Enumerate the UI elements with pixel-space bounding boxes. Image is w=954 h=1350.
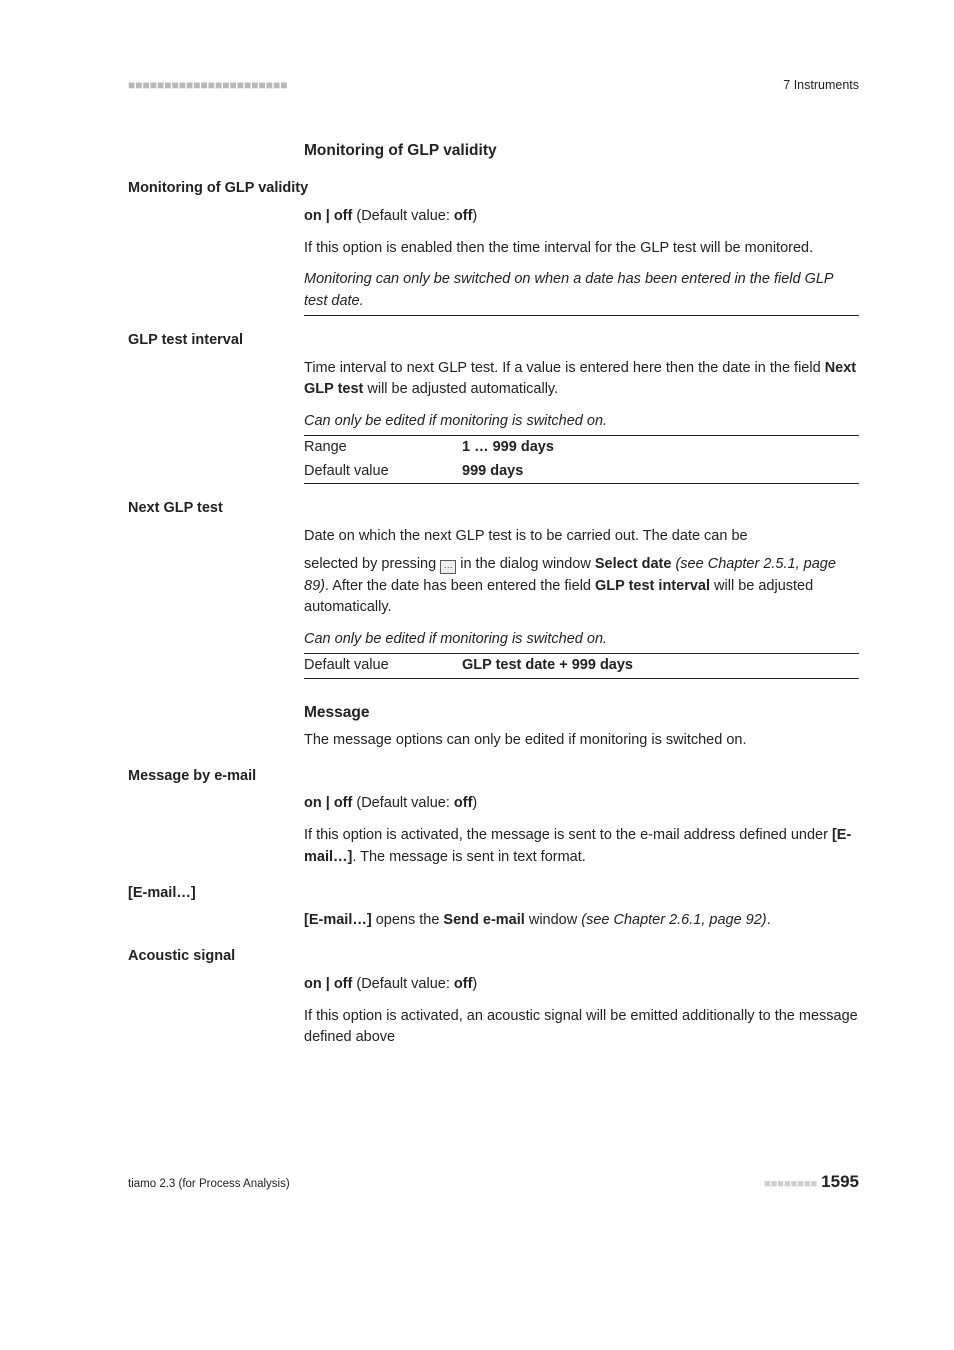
- header-chapter: 7 Instruments: [783, 76, 859, 95]
- field-label: Message by e-mail: [128, 766, 859, 788]
- default-value: off: [454, 795, 473, 811]
- table-key: Range: [304, 435, 462, 459]
- description: If this option is enabled then the time …: [304, 238, 859, 260]
- footer-product: tiamo 2.3 (for Process Analysis): [128, 1176, 290, 1193]
- cross-ref: (see Chapter 2.6.1, page 92): [581, 912, 766, 928]
- text: ): [472, 795, 477, 811]
- header-dashes: ■■■■■■■■■■■■■■■■■■■■■■: [128, 76, 287, 94]
- text: Time interval to next GLP test. If a val…: [304, 360, 825, 376]
- page-number: 1595: [821, 1172, 859, 1191]
- text: ): [472, 976, 477, 992]
- text: in the dialog window: [456, 556, 595, 572]
- description-line-2: selected by pressing ⋯ in the dialog win…: [304, 554, 859, 619]
- default-value: off: [454, 208, 473, 224]
- field-next-glp-test: Next GLP test Date on which the next GLP…: [128, 498, 859, 678]
- value-line: on | off (Default value: off): [304, 793, 859, 815]
- note: Can only be edited if monitoring is swit…: [304, 411, 859, 433]
- text: If this option is activated, the message…: [304, 827, 832, 843]
- text: selected by pressing: [304, 556, 440, 572]
- table-value: GLP test date + 999 days: [462, 653, 859, 678]
- description: [E-mail…] opens the Send e-mail window (…: [304, 910, 859, 932]
- field-acoustic-signal: Acoustic signal on | off (Default value:…: [128, 946, 859, 1049]
- table-value: 1 … 999 days: [462, 435, 859, 459]
- footer-dashes: ■■■■■■■■: [764, 1178, 817, 1190]
- section-heading-glp-validity: Monitoring of GLP validity: [304, 139, 859, 162]
- option-values: on | off: [304, 976, 352, 992]
- text: (Default value:: [352, 795, 454, 811]
- text: will be adjusted automatically.: [363, 381, 558, 397]
- field-glp-test-interval: GLP test interval Time interval to next …: [128, 330, 859, 485]
- field-email-button: [E-mail…] [E-mail…] opens the Send e-mai…: [128, 883, 859, 933]
- dialog-name: Select date: [595, 556, 672, 572]
- field-label: [E-mail…]: [128, 883, 859, 905]
- range-table: Range 1 … 999 days Default value 999 day…: [304, 435, 859, 485]
- text: . The message is sent in text format.: [352, 849, 585, 865]
- button-name: [E-mail…]: [304, 912, 372, 928]
- ref-field: GLP test interval: [595, 578, 710, 594]
- table-row: Default value GLP test date + 999 days: [304, 653, 859, 678]
- table-key: Default value: [304, 460, 462, 484]
- section-heading-message: Message: [304, 701, 859, 724]
- page-header: ■■■■■■■■■■■■■■■■■■■■■■ 7 Instruments: [128, 76, 859, 95]
- footer-right: ■■■■■■■■ 1595: [764, 1169, 859, 1195]
- table-row: Default value 999 days: [304, 460, 859, 484]
- text: . After the date has been entered the fi…: [325, 578, 595, 594]
- table-row: Range 1 … 999 days: [304, 435, 859, 459]
- text: ): [472, 208, 477, 224]
- default-value: off: [454, 976, 473, 992]
- description: Time interval to next GLP test. If a val…: [304, 358, 859, 402]
- text: (Default value:: [352, 976, 454, 992]
- field-label: GLP test interval: [128, 330, 859, 352]
- text: opens the: [372, 912, 444, 928]
- text: window: [525, 912, 581, 928]
- window-name: Send e-mail: [443, 912, 524, 928]
- value-line: on | off (Default value: off): [304, 206, 859, 228]
- text: (Default value:: [352, 208, 454, 224]
- field-label: Next GLP test: [128, 498, 859, 520]
- option-values: on | off: [304, 208, 352, 224]
- table-key: Default value: [304, 653, 462, 678]
- default-table: Default value GLP test date + 999 days: [304, 653, 859, 679]
- note: Can only be edited if monitoring is swit…: [304, 629, 859, 651]
- description: If this option is activated, an acoustic…: [304, 1006, 859, 1050]
- section-message: Message The message options can only be …: [304, 701, 859, 752]
- field-message-by-email: Message by e-mail on | off (Default valu…: [128, 766, 859, 869]
- field-monitoring-glp-validity: Monitoring of GLP validity on | off (Def…: [128, 178, 859, 316]
- description: If this option is activated, the message…: [304, 825, 859, 869]
- ellipsis-button-icon: ⋯: [440, 560, 456, 574]
- option-values: on | off: [304, 795, 352, 811]
- field-label: Acoustic signal: [128, 946, 859, 968]
- note: Monitoring can only be switched on when …: [304, 269, 859, 316]
- section-intro: The message options can only be edited i…: [304, 730, 859, 752]
- text: .: [767, 912, 771, 928]
- page-footer: tiamo 2.3 (for Process Analysis) ■■■■■■■…: [128, 1169, 859, 1195]
- value-line: on | off (Default value: off): [304, 974, 859, 996]
- description-line-1: Date on which the next GLP test is to be…: [304, 526, 859, 548]
- table-value: 999 days: [462, 460, 859, 484]
- field-label: Monitoring of GLP validity: [128, 178, 859, 200]
